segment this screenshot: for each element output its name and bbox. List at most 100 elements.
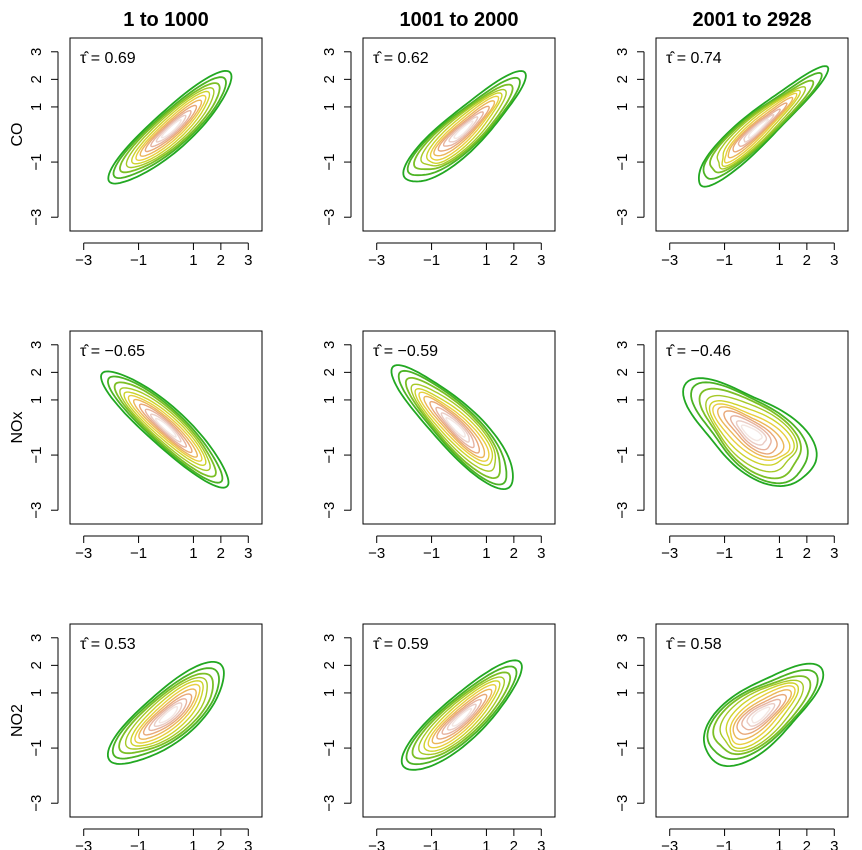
y-tick-label: 1 xyxy=(321,103,338,111)
contour-level-6 xyxy=(418,391,490,462)
panel-border xyxy=(655,330,849,525)
x-axis: −3 −1 1 2 3 xyxy=(368,242,545,269)
y-tick-label: 1 xyxy=(614,396,631,404)
y-axis: −3 −1 1 2 3 xyxy=(321,634,352,812)
x-tick-label: 2 xyxy=(217,838,225,850)
x-tick-label: 2 xyxy=(217,252,225,269)
contour-level-1 xyxy=(400,659,523,771)
contour-level-5 xyxy=(423,680,501,752)
y-tick-label: 1 xyxy=(28,103,45,111)
y-tick-label: −3 xyxy=(28,209,45,226)
contour-level-7 xyxy=(431,688,493,745)
contour-level-8 xyxy=(436,693,488,740)
contour-level-5 xyxy=(414,387,494,466)
x-tick-label: 3 xyxy=(830,545,838,562)
contour-level-5 xyxy=(123,391,207,467)
x-tick-label: −3 xyxy=(661,838,678,850)
contour-level-6 xyxy=(723,92,798,164)
contour-level-9 xyxy=(729,415,772,451)
x-tick-label: 2 xyxy=(510,252,518,269)
contour-level-9 xyxy=(148,698,188,732)
y-tick-label: −1 xyxy=(321,447,338,464)
tau-label: τ̂ = 0.53 xyxy=(80,636,136,653)
contour-level-11 xyxy=(160,119,182,139)
contour-level-10 xyxy=(735,420,768,446)
x-tick-label: −1 xyxy=(423,252,440,269)
x-tick-label: 1 xyxy=(775,545,783,562)
panel-nox-1: τ̂ = −0.65 −3 −1 1 2 3 −3 −1 1 2 3 xyxy=(28,330,263,562)
y-tick-label: −3 xyxy=(614,209,631,226)
y-tick-label: −1 xyxy=(614,154,631,171)
contour-level-11 xyxy=(154,417,177,438)
contour-level-11 xyxy=(740,424,763,442)
y-tick-label: 2 xyxy=(321,368,338,376)
contour-level-6 xyxy=(135,94,207,161)
contour-level-7 xyxy=(716,406,785,458)
contour-level-8 xyxy=(144,104,198,153)
contour-level-10 xyxy=(440,412,470,443)
x-tick-label: 1 xyxy=(189,545,197,562)
x-tick-label: 3 xyxy=(244,252,252,269)
x-tick-label: 3 xyxy=(537,545,545,562)
x-tick-label: −3 xyxy=(75,252,92,269)
x-tick-label: 3 xyxy=(244,545,252,562)
contour-level-7 xyxy=(732,689,793,741)
y-tick-label: 1 xyxy=(321,396,338,404)
x-tick-label: 3 xyxy=(244,838,252,850)
y-tick-label: 1 xyxy=(614,103,631,111)
x-tick-label: 1 xyxy=(482,545,490,562)
column-title-2: 1001 to 2000 xyxy=(400,9,519,31)
panel-co-2: τ̂ = 0.62 −3 −1 1 2 3 −3 −1 1 2 3 xyxy=(321,37,556,269)
contour-level-10 xyxy=(446,703,477,731)
contour-level-9 xyxy=(737,108,781,147)
contour-level-2 xyxy=(112,76,227,180)
x-axis: −3 −1 1 2 3 xyxy=(75,242,252,269)
contour-level-10 xyxy=(746,703,776,727)
y-axis: −3 −1 1 2 3 xyxy=(614,634,645,812)
x-tick-label: −1 xyxy=(716,838,733,850)
contour-lines xyxy=(402,70,527,183)
x-axis: −3 −1 1 2 3 xyxy=(75,828,252,850)
y-axis: −3 −1 1 2 3 xyxy=(614,341,645,519)
contour-level-5 xyxy=(708,399,795,466)
y-tick-label: −1 xyxy=(28,447,45,464)
contour-level-6 xyxy=(134,683,201,744)
contour-level-5 xyxy=(130,680,204,747)
contour-level-7 xyxy=(133,398,198,458)
panel-co-1: τ̂ = 0.69 −3 −1 1 2 3 −3 −1 1 2 3 xyxy=(28,37,263,269)
tau-label: τ̂ = 0.59 xyxy=(373,636,429,653)
contour-level-8 xyxy=(437,105,490,152)
x-axis: −3 −1 1 2 3 xyxy=(75,535,252,562)
tau-label: τ̂ = −0.59 xyxy=(373,343,438,360)
column-title-3: 2001 to 2928 xyxy=(693,9,812,31)
contour-level-1 xyxy=(390,364,514,491)
contour-level-11 xyxy=(747,118,769,139)
y-tick-label: 2 xyxy=(321,661,338,669)
x-tick-label: 2 xyxy=(803,252,811,269)
y-tick-label: 2 xyxy=(28,661,45,669)
contour-level-4 xyxy=(716,86,807,170)
contour-lines xyxy=(703,662,825,768)
contour-level-11 xyxy=(453,120,474,140)
contour-level-7 xyxy=(423,395,486,459)
contour-lines xyxy=(107,69,233,185)
x-axis: −3 −1 1 2 3 xyxy=(368,535,545,562)
panel-nox-2: τ̂ = −0.59 −3 −1 1 2 3 −3 −1 1 2 3 xyxy=(321,330,556,562)
panel-border xyxy=(655,623,849,818)
y-tick-label: −3 xyxy=(614,502,631,519)
contour-level-1 xyxy=(100,370,230,489)
y-tick-label: 2 xyxy=(28,368,45,376)
panel-border xyxy=(362,330,556,525)
contour-level-2 xyxy=(706,669,819,760)
panel-border xyxy=(362,37,556,232)
contour-level-6 xyxy=(427,683,497,749)
contour-level-3 xyxy=(413,83,514,171)
contour-level-5 xyxy=(130,90,211,165)
x-tick-label: −3 xyxy=(661,252,678,269)
x-tick-label: 2 xyxy=(217,545,225,562)
x-tick-label: 2 xyxy=(803,545,811,562)
contour-level-4 xyxy=(124,676,208,750)
y-tick-label: 2 xyxy=(614,368,631,376)
